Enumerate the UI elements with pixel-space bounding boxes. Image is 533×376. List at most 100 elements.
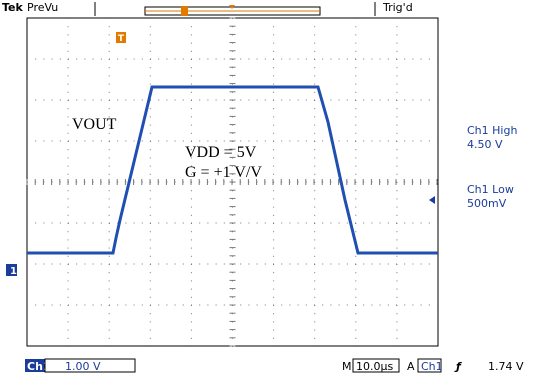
- grid-dot: [207, 140, 209, 142]
- grid-dot: [100, 58, 102, 60]
- grid-dot: [182, 263, 184, 265]
- grid-dot: [67, 346, 69, 347]
- grid-dot: [355, 222, 356, 224]
- grid-dot: [396, 67, 398, 69]
- grid-dot: [314, 149, 316, 151]
- grid-dot: [412, 304, 414, 306]
- grid-dot: [420, 99, 422, 101]
- grid-dot: [35, 99, 37, 101]
- grid-dot: [396, 263, 397, 265]
- grid-dot: [314, 34, 316, 36]
- grid-dot: [281, 304, 283, 306]
- grid-dot: [35, 304, 37, 306]
- grid-dot: [314, 26, 316, 28]
- grid: [26, 17, 438, 347]
- grid-dot: [141, 58, 143, 60]
- grid-dot: [273, 50, 275, 52]
- grid-dot: [67, 313, 69, 315]
- grid-dot: [150, 58, 151, 60]
- grid-dot: [59, 99, 61, 101]
- grid-dot: [149, 214, 151, 216]
- grid-dot: [338, 222, 340, 224]
- grid-dot: [191, 58, 192, 60]
- grid-dot: [149, 132, 151, 134]
- grid-dot: [207, 58, 209, 60]
- grid-dot: [174, 263, 176, 265]
- grid-dot: [68, 58, 69, 60]
- grid-dot: [133, 99, 135, 101]
- grid-dot: [396, 124, 398, 126]
- grid-dot: [108, 231, 110, 233]
- grid-dot: [256, 304, 258, 306]
- grid-dot: [379, 99, 381, 101]
- grid-dot: [67, 67, 69, 69]
- grid-dot: [100, 263, 102, 265]
- grid-dot: [27, 99, 28, 101]
- grid-dot: [84, 304, 86, 306]
- record-marker: [181, 6, 188, 16]
- grid-dot: [43, 99, 45, 101]
- grid-dot: [396, 58, 397, 60]
- grid-dot: [314, 321, 316, 323]
- grid-dot: [273, 190, 275, 192]
- grid-dot: [248, 99, 250, 101]
- grid-dot: [108, 116, 110, 118]
- grid-dot: [338, 263, 340, 265]
- grid-dot: [396, 140, 397, 142]
- grid-dot: [67, 173, 69, 175]
- grid-dot: [125, 58, 127, 60]
- annotation: VDD = 5V: [185, 144, 257, 161]
- grid-dot: [149, 26, 151, 28]
- grid-dot: [379, 304, 381, 306]
- grid-dot: [158, 304, 160, 306]
- grid-dot: [67, 157, 69, 159]
- grid-dot: [314, 58, 315, 60]
- grid-dot: [314, 165, 316, 167]
- grid-dot: [428, 263, 430, 265]
- grid-dot: [190, 272, 192, 274]
- grid-dot: [396, 337, 398, 339]
- grid-dot: [191, 140, 192, 142]
- grid-dot: [133, 222, 135, 224]
- grid-dot: [149, 272, 151, 274]
- grid-dot: [125, 304, 127, 306]
- grid-dot: [117, 140, 119, 142]
- grid-dot: [273, 99, 274, 101]
- grid-dot: [108, 91, 110, 93]
- grid-dot: [207, 304, 209, 306]
- grid-dot: [396, 313, 398, 315]
- grid-dot: [273, 108, 275, 110]
- measurement-label: Ch1 Low: [467, 183, 514, 196]
- grid-dot: [199, 140, 201, 142]
- grid-dot: [27, 58, 28, 60]
- grid-dot: [297, 99, 299, 101]
- grid-dot: [264, 304, 266, 306]
- grid-dot: [273, 75, 275, 77]
- grid-dot: [396, 91, 398, 93]
- grid-dot: [67, 50, 69, 52]
- grid-dot: [396, 34, 398, 36]
- grid-dot: [67, 198, 69, 200]
- grid-dot: [68, 140, 69, 142]
- grid-dot: [149, 346, 151, 347]
- grid-dot: [133, 263, 135, 265]
- grid-dot: [273, 321, 275, 323]
- grid-dot: [420, 140, 422, 142]
- grid-dot: [289, 140, 291, 142]
- grid-dot: [404, 99, 406, 101]
- grid-dot: [281, 140, 283, 142]
- grid-dot: [68, 222, 69, 224]
- grid-dot: [133, 304, 135, 306]
- grid-dot: [84, 222, 86, 224]
- grid-dot: [428, 58, 430, 60]
- grid-dot: [420, 58, 422, 60]
- grid-dot: [355, 165, 357, 167]
- grid-dot: [190, 346, 192, 347]
- grid-dot: [109, 304, 110, 306]
- grid-dot: [289, 58, 291, 60]
- grid-dot: [149, 42, 151, 44]
- grid-dot: [314, 280, 316, 282]
- grid-dot: [264, 99, 266, 101]
- grid-dot: [108, 124, 110, 126]
